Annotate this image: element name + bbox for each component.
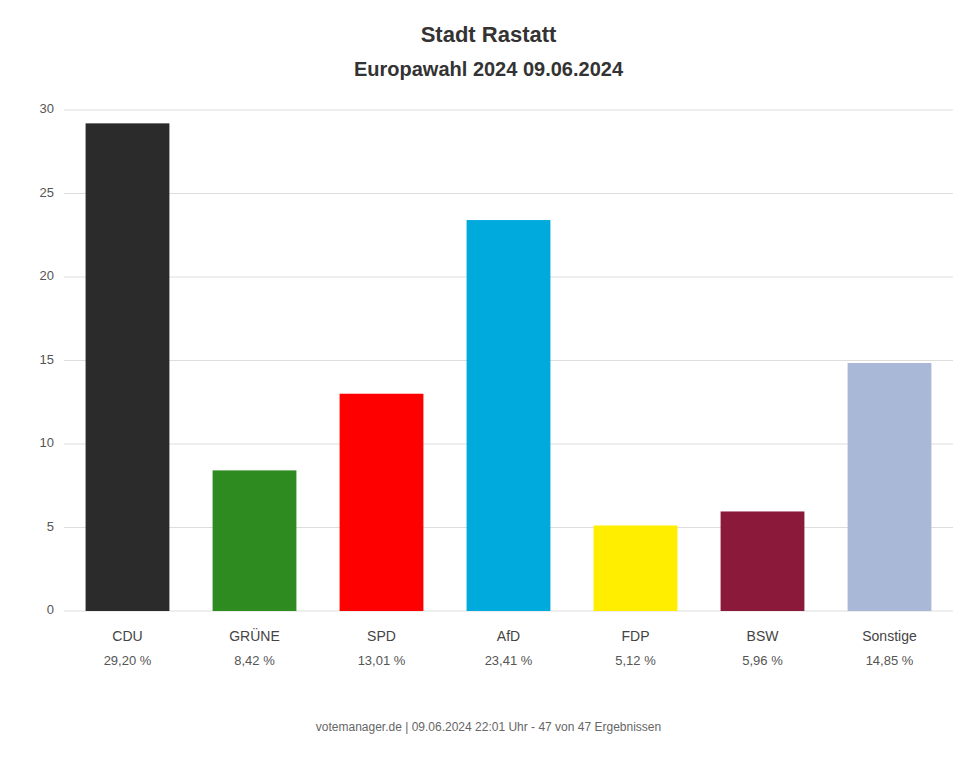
category-label: FDP xyxy=(622,628,650,644)
title: Stadt Rastatt xyxy=(421,22,557,47)
y-tick-label: 30 xyxy=(40,101,54,116)
bar xyxy=(467,220,551,611)
y-tick-label: 20 xyxy=(40,268,54,283)
chart-svg: Stadt Rastatt Europawahl 2024 09.06.2024 0… xyxy=(0,0,977,761)
y-axis: 0 5 10 15 20 25 30 xyxy=(40,101,54,617)
data-label: 14,85 % xyxy=(866,653,914,668)
bar xyxy=(721,511,805,611)
y-tick-label: 15 xyxy=(40,352,54,367)
y-tick-label: 5 xyxy=(47,519,54,534)
bar xyxy=(340,394,424,611)
grid-line xyxy=(64,193,953,194)
bar xyxy=(213,470,297,611)
page: {"chart_data": { "type": "bar", "title":… xyxy=(0,0,977,761)
bars xyxy=(86,123,932,611)
data-label: 5,12 % xyxy=(615,653,656,668)
grid xyxy=(64,110,953,611)
data-label: 23,41 % xyxy=(485,653,533,668)
data-label: 13,01 % xyxy=(358,653,406,668)
bar xyxy=(86,123,170,611)
x-axis: CDU GRÜNE SPD AfD FDP BSW Sonstige xyxy=(112,627,917,644)
category-label: AfD xyxy=(497,628,520,644)
data-label: 8,42 % xyxy=(234,653,275,668)
footnote: votemanager.de | 09.06.2024 22:01 Uhr - … xyxy=(316,720,661,734)
data-label: 5,96 % xyxy=(742,653,783,668)
chart-container: Stadt Rastatt Europawahl 2024 09.06.2024 0… xyxy=(0,0,977,761)
data-label: 29,20 % xyxy=(104,653,152,668)
grid-line xyxy=(64,110,953,111)
category-label: BSW xyxy=(747,628,780,644)
y-tick-label: 0 xyxy=(47,602,54,617)
y-tick-label: 25 xyxy=(40,185,54,200)
y-tick-label: 10 xyxy=(40,435,54,450)
subtitle: Europawahl 2024 09.06.2024 xyxy=(354,58,624,80)
category-label: CDU xyxy=(112,628,142,644)
category-label: GRÜNE xyxy=(229,627,280,644)
bar xyxy=(848,363,932,611)
data-labels: 29,20 % 8,42 % 13,01 % 23,41 % 5,12 % 5,96 % 1… xyxy=(104,653,914,668)
category-label: SPD xyxy=(367,628,396,644)
category-label: Sonstige xyxy=(862,628,917,644)
bar xyxy=(594,525,678,611)
